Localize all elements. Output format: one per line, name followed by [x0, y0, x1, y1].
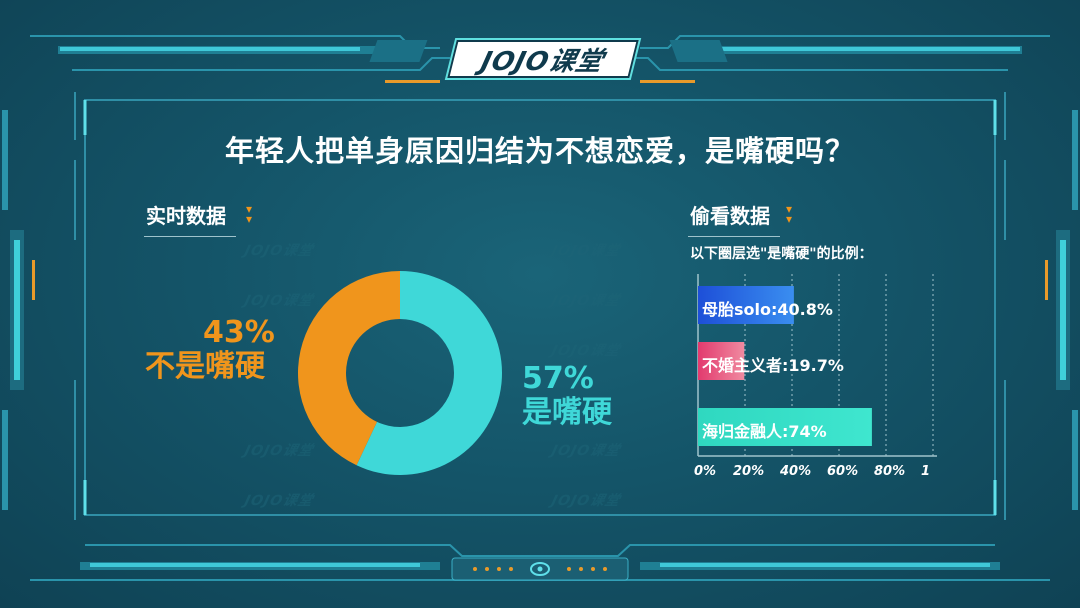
heading-underline: [688, 236, 780, 237]
bar-0: [698, 286, 794, 324]
donut-slice-1: [298, 271, 400, 466]
bar-1: [698, 342, 745, 380]
bar-label-1: 不婚主义者:19.7%: [702, 356, 844, 375]
x-tick-label: 80%: [874, 464, 906, 479]
donut-label-yes: 57% 是嘴硬: [522, 362, 612, 430]
watermark: JOJO课堂: [549, 493, 622, 509]
section-heading-live: 实时数据 ▾ ▾: [144, 200, 252, 237]
watermark: JOJO课堂: [549, 243, 622, 259]
page-title: 年轻人把单身原因归结为不想恋爱，是嘴硬吗？: [224, 134, 855, 168]
section-heading-peek-text: 偷看数据: [690, 204, 770, 228]
bar-chart: [697, 274, 937, 457]
donut-label-no-value: 43%: [203, 315, 275, 350]
watermark: JOJO课堂: [549, 293, 622, 309]
logo-text: JOJO课堂: [477, 46, 607, 77]
section-heading-peek: 偷看数据 ▾ ▾: [688, 200, 792, 237]
bar-label-0: 母胎solo:40.8%: [702, 300, 833, 319]
chevron-down-icon: ▾ ▾: [246, 202, 253, 226]
x-tick-label: 0%: [694, 464, 717, 479]
section-heading-live-text: 实时数据: [146, 204, 226, 228]
donut-label-no: 43% 不是嘴硬: [145, 316, 275, 384]
bar-chart-note: 以下圈层选"是嘴硬"的比例：: [690, 246, 873, 262]
heading-underline: [144, 236, 236, 237]
x-tick-label: 40%: [780, 464, 812, 479]
bar-label-2: 海归金融人:74%: [702, 422, 827, 441]
donut-chart: [298, 271, 502, 475]
brand-logo: JOJO课堂: [447, 40, 639, 78]
donut-label-yes-value: 57%: [522, 361, 594, 396]
donut-label-yes-text: 是嘴硬: [522, 395, 612, 430]
donut-slice-0: [356, 271, 502, 475]
watermark: JOJO课堂: [242, 493, 315, 509]
x-tick-label: 20%: [733, 464, 765, 479]
watermark: JOJO课堂: [549, 343, 622, 359]
x-tick-label: 1: [921, 464, 931, 479]
watermark: JOJO课堂: [549, 443, 622, 459]
watermark: JOJO课堂: [242, 243, 315, 259]
bar-2: [698, 408, 872, 446]
donut-label-no-text: 不是嘴硬: [145, 349, 265, 384]
chevron-down-icon: ▾ ▾: [786, 202, 793, 226]
x-tick-label: 60%: [827, 464, 859, 479]
